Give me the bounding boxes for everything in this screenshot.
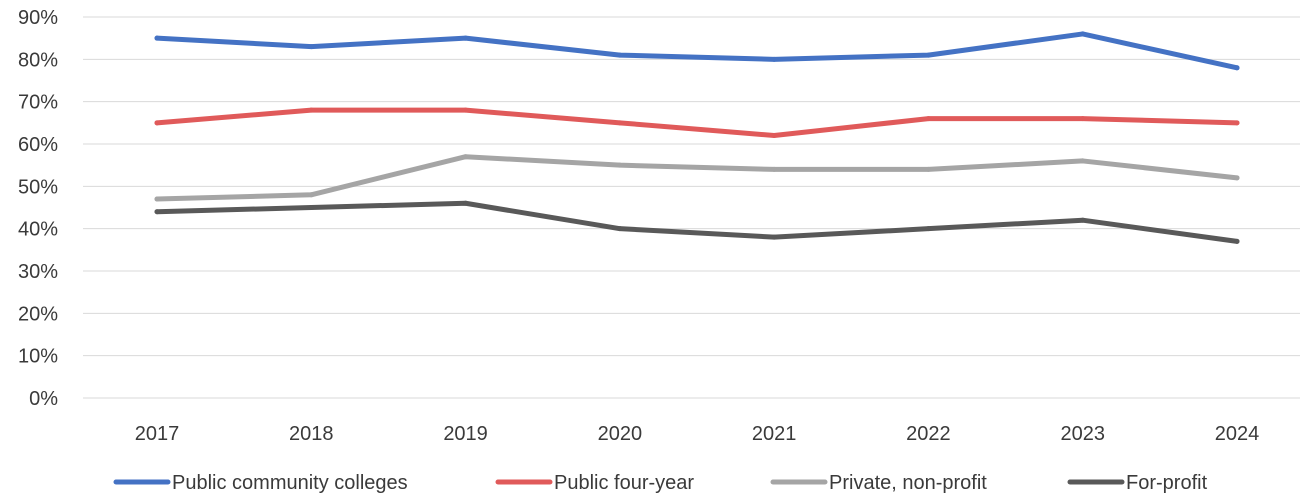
data-point xyxy=(771,133,777,139)
series-line xyxy=(154,107,1240,139)
y-tick-label: 10% xyxy=(18,346,58,368)
x-tick-label: 2017 xyxy=(135,423,180,445)
y-tick-label: 70% xyxy=(18,92,58,114)
y-tick-label: 40% xyxy=(18,219,58,241)
data-point xyxy=(617,120,623,126)
data-point xyxy=(617,226,623,232)
data-point xyxy=(617,52,623,58)
data-point xyxy=(1080,116,1086,122)
data-point xyxy=(463,154,469,160)
legend-label: Private, non-profit xyxy=(829,472,987,494)
x-tick-label: 2023 xyxy=(1060,423,1105,445)
data-point xyxy=(1080,217,1086,223)
data-point xyxy=(771,166,777,172)
data-point xyxy=(1234,120,1240,126)
series-line xyxy=(154,154,1240,202)
x-tick-label: 2024 xyxy=(1215,423,1260,445)
y-tick-label: 80% xyxy=(18,49,58,71)
y-axis: 0% 10% 20% 30% 40% 50% 60% 70% 80% 90% xyxy=(18,7,58,410)
data-point xyxy=(1234,175,1240,181)
series-line xyxy=(154,200,1240,244)
x-axis: 2017 2018 2019 2020 2021 2022 2023 2024 xyxy=(135,423,1260,445)
data-point xyxy=(617,162,623,168)
y-tick-label: 90% xyxy=(18,7,58,29)
series-line xyxy=(154,31,1240,71)
data-point xyxy=(1234,65,1240,71)
data-point xyxy=(925,116,931,122)
x-tick-label: 2020 xyxy=(598,423,643,445)
data-point xyxy=(1080,31,1086,37)
series-lines xyxy=(154,31,1240,244)
y-tick-label: 30% xyxy=(18,261,58,283)
y-tick-label: 50% xyxy=(18,176,58,198)
data-point xyxy=(771,234,777,240)
data-point xyxy=(463,200,469,206)
data-point xyxy=(771,56,777,62)
data-point xyxy=(925,52,931,58)
legend: Public community colleges Public four-yea… xyxy=(113,472,1208,494)
x-tick-label: 2022 xyxy=(906,423,951,445)
data-point xyxy=(1080,158,1086,164)
data-point xyxy=(154,209,160,215)
legend-label: Public four-year xyxy=(554,472,694,494)
x-tick-label: 2018 xyxy=(289,423,334,445)
x-tick-label: 2021 xyxy=(752,423,797,445)
x-tick-label: 2019 xyxy=(443,423,488,445)
data-point xyxy=(463,107,469,113)
data-point xyxy=(154,196,160,202)
data-point xyxy=(308,192,314,198)
legend-label: For-profit xyxy=(1126,472,1208,494)
data-point xyxy=(154,35,160,41)
y-tick-label: 0% xyxy=(29,388,58,410)
data-point xyxy=(308,107,314,113)
data-point xyxy=(154,120,160,126)
y-tick-label: 60% xyxy=(18,134,58,156)
data-point xyxy=(308,205,314,210)
data-point xyxy=(1234,238,1240,244)
data-point xyxy=(925,166,931,172)
data-point xyxy=(925,226,931,232)
legend-label: Public community colleges xyxy=(172,472,408,494)
data-point xyxy=(463,35,469,41)
data-point xyxy=(308,44,314,50)
y-tick-label: 20% xyxy=(18,303,58,325)
